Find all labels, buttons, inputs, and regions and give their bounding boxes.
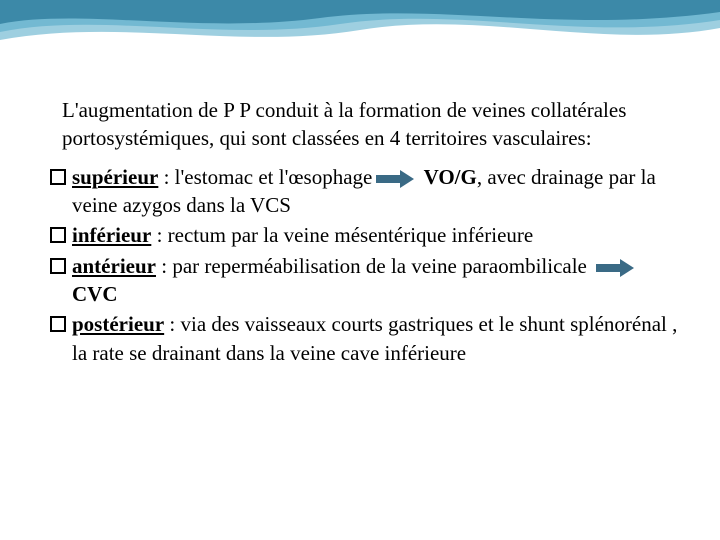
arrow-right-icon [594, 258, 636, 278]
bullet-superieur: supérieur : l'estomac et l'œsophage VO/G… [50, 163, 680, 220]
square-bullet-icon [50, 316, 66, 332]
intro-paragraph: L'augmentation de P P conduit à la forma… [50, 96, 680, 153]
bullet-text: antérieur : par reperméabilisation de la… [72, 252, 680, 309]
bullet-posterieur: postérieur : via des vaisseaux courts ga… [50, 310, 680, 367]
bullet-text: postérieur : via des vaisseaux courts ga… [72, 310, 680, 367]
slide-content: L'augmentation de P P conduit à la forma… [50, 96, 680, 369]
bullet-anterieur: antérieur : par reperméabilisation de la… [50, 252, 680, 309]
square-bullet-icon [50, 169, 66, 185]
square-bullet-icon [50, 227, 66, 243]
bullet-inferieur: inférieur : rectum par la veine mésentér… [50, 221, 680, 249]
square-bullet-icon [50, 258, 66, 274]
bullet-text: supérieur : l'estomac et l'œsophage VO/G… [72, 163, 680, 220]
arrow-right-icon [374, 169, 416, 189]
bullet-text: inférieur : rectum par la veine mésentér… [72, 221, 680, 249]
header-wave [0, 0, 720, 70]
